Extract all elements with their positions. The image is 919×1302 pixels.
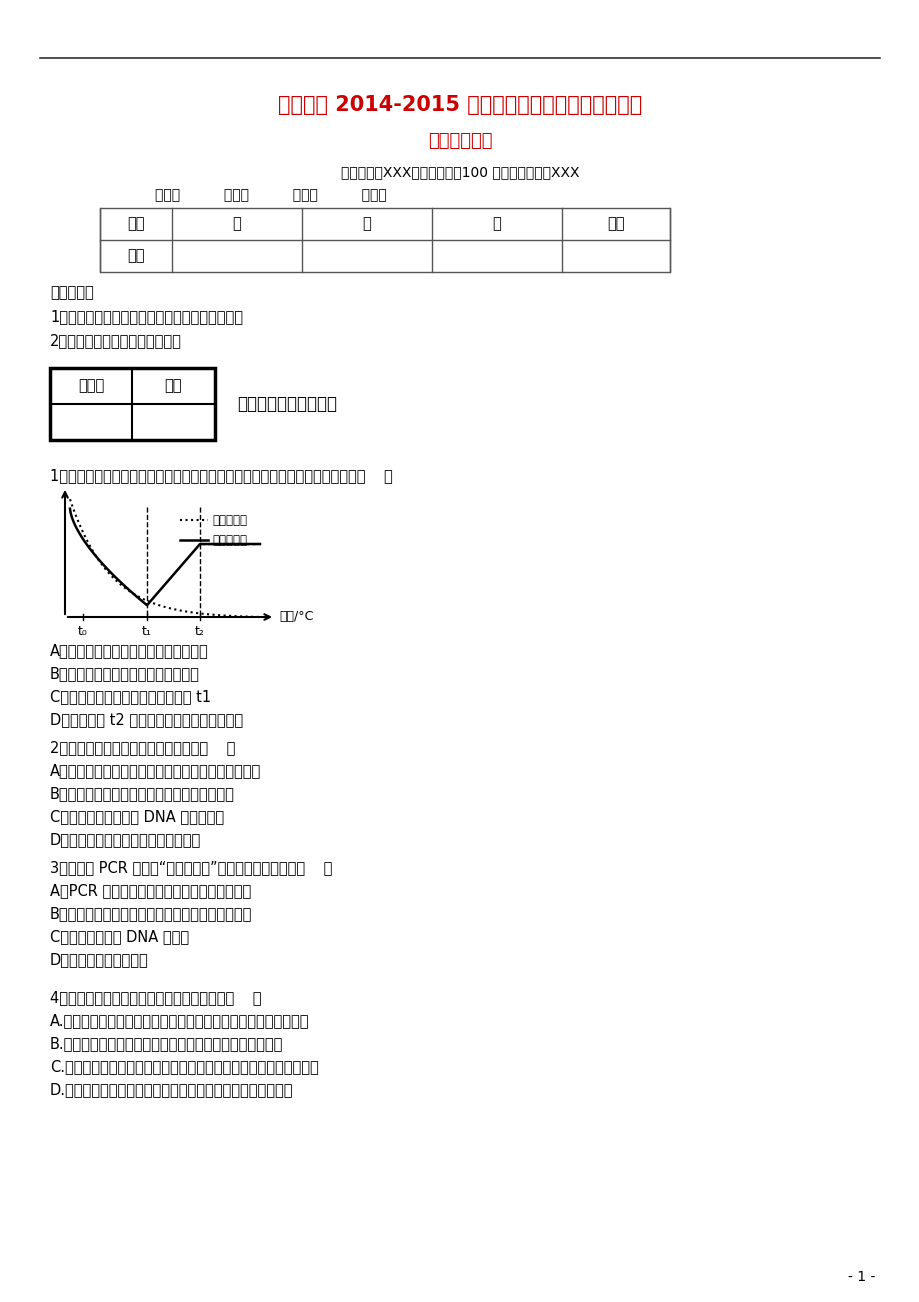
Text: 得分: 得分: [127, 249, 144, 263]
Text: B.在对微生物进行培养前，需要对微生物和培养基进行灭菌: B.在对微生物进行培养前，需要对微生物和培养基进行灭菌: [50, 1036, 283, 1051]
Text: 3、下列对 PCR 过程中“温度的控制”的叙述中不正确的是（    ）: 3、下列对 PCR 过程中“温度的控制”的叙述中不正确的是（ ）: [50, 861, 332, 875]
Text: 2、下列关于限制酶的说法不正确的是（    ）: 2、下列关于限制酶的说法不正确的是（ ）: [50, 740, 235, 755]
Text: D．温度超过 t2 后加酶洗衣粉中的酶可能失活: D．温度超过 t2 后加酶洗衣粉中的酶可能失活: [50, 712, 243, 727]
Text: B．本研究的因变量可能是污渍残留量: B．本研究的因变量可能是污渍残留量: [50, 667, 199, 681]
Text: 二: 二: [362, 216, 371, 232]
Text: 1．答题前填写好自己的姓名、班级、考号等信息: 1．答题前填写好自己的姓名、班级、考号等信息: [50, 309, 243, 324]
Text: C．要用耐高温的 DNA 聚合酶: C．要用耐高温的 DNA 聚合酶: [50, 930, 189, 944]
Text: t₁: t₁: [142, 625, 152, 638]
Text: C.酵母菌发酵过程产生的酒精，对其他微生物生长有一定的抑制作用: C.酵母菌发酵过程产生的酒精，对其他微生物生长有一定的抑制作用: [50, 1059, 318, 1074]
Bar: [50, 368, 215, 440]
Text: 学校：          姓名：          班级：          考号：: 学校： 姓名： 班级： 考号：: [154, 187, 386, 202]
Text: B．一种限制酶只能识别一种特定的核苷酸序列: B．一种限制酶只能识别一种特定的核苷酸序列: [50, 786, 234, 801]
Text: A．本研究的自变量有温度、洗衣粉种类: A．本研究的自变量有温度、洗衣粉种类: [50, 643, 209, 658]
Bar: [100, 208, 669, 272]
Text: B．延伸的温度必须大于复性温度，而小于变性温度: B．延伸的温度必须大于复性温度，而小于变性温度: [50, 906, 252, 921]
Text: 4、下列有关微生物培养的叙述，不正确的是（    ）: 4、下列有关微生物培养的叙述，不正确的是（ ）: [50, 990, 261, 1005]
Text: 总分: 总分: [607, 216, 624, 232]
Text: 加酶洗衣粉: 加酶洗衣粉: [211, 534, 246, 547]
Text: - 1 -: - 1 -: [846, 1269, 874, 1284]
Text: 吉林一中 2014-2015 届高二年级下学期期末生物试卷: 吉林一中 2014-2015 届高二年级下学期期末生物试卷: [278, 95, 641, 115]
Text: C．两类洗衣粉的最佳使用温度都为 t1: C．两类洗衣粉的最佳使用温度都为 t1: [50, 689, 210, 704]
Text: 一、单项选择（注释）: 一、单项选择（注释）: [237, 395, 336, 413]
Text: D．需要耐高温的解旋酶: D．需要耐高温的解旋酶: [50, 952, 149, 967]
Text: 普通洗衣粉: 普通洗衣粉: [211, 513, 246, 526]
Text: A．PCR 反应需要高温，是为了确保模板是单链: A．PCR 反应需要高温，是为了确保模板是单链: [50, 883, 251, 898]
Text: 生物测试试卷: 生物测试试卷: [427, 132, 492, 150]
Text: A.测定土壤样品中的细菌数目，常用稀释涂布平板法进行菌落计数: A.测定土壤样品中的细菌数目，常用稀释涂布平板法进行菌落计数: [50, 1013, 309, 1029]
Text: 评卷人: 评卷人: [78, 379, 104, 393]
Text: 一: 一: [233, 216, 241, 232]
Text: A．限制酶广泛存在于各种生物中，微生物中很少分布: A．限制酶广泛存在于各种生物中，微生物中很少分布: [50, 763, 261, 779]
Text: 1、图是围绕加酶洗衣粉洗涤效果进行的研究结果。下列有关叙述，不正确的是（    ）: 1、图是围绕加酶洗衣粉洗涤效果进行的研究结果。下列有关叙述，不正确的是（ ）: [50, 467, 392, 483]
Text: D．限制酶的作用是用来提取目的基因: D．限制酶的作用是用来提取目的基因: [50, 832, 201, 848]
Text: 三: 三: [492, 216, 501, 232]
Text: 注意事项：: 注意事项：: [50, 285, 94, 299]
Text: 题号: 题号: [127, 216, 144, 232]
Text: 得分: 得分: [165, 379, 182, 393]
Text: 考试范围：XXX；考试时间：100 分钟；命题人：XXX: 考试范围：XXX；考试时间：100 分钟；命题人：XXX: [340, 165, 579, 178]
Text: t₀: t₀: [78, 625, 88, 638]
Text: 温度/°C: 温度/°C: [278, 611, 313, 624]
Text: D.分离能分解尿素的细菌，要以尿素作为培养基中惟一的氮源: D.分离能分解尿素的细菌，要以尿素作为培养基中惟一的氮源: [50, 1082, 293, 1098]
Text: C．不同的限制酶切割 DNA 的切点不同: C．不同的限制酶切割 DNA 的切点不同: [50, 809, 224, 824]
Text: t₂: t₂: [195, 625, 205, 638]
Text: 2．请将答案正确填写在答题卡上: 2．请将答案正确填写在答题卡上: [50, 333, 182, 348]
